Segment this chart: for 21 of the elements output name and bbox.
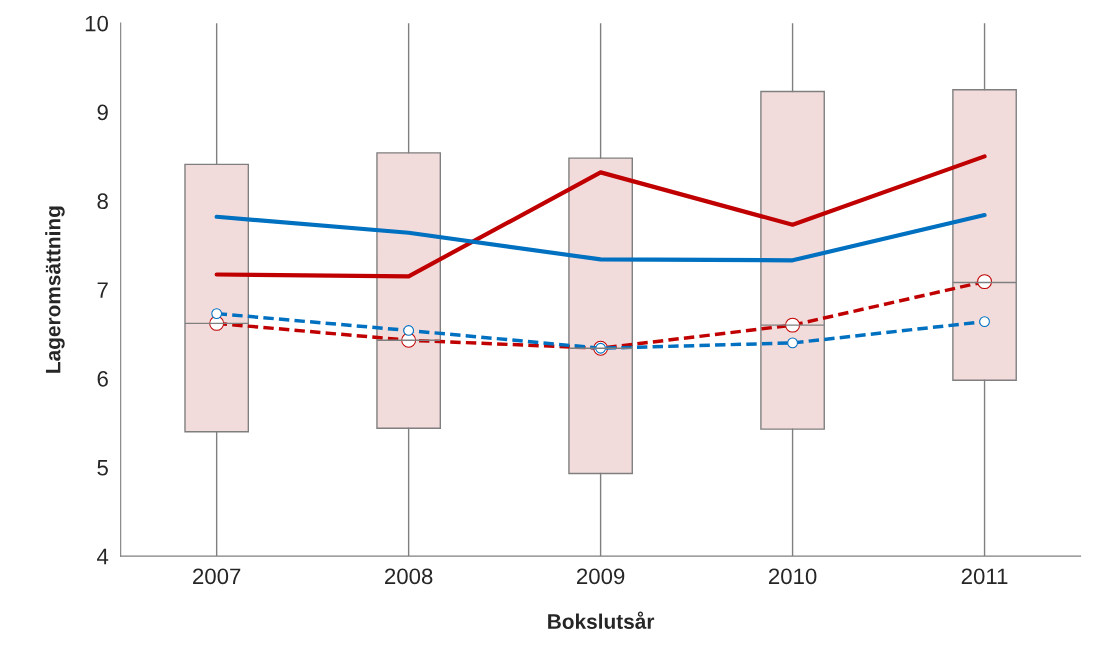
x-tick-label: 2011 bbox=[961, 568, 1008, 585]
point bbox=[977, 274, 993, 290]
y-tick-label: 5 bbox=[97, 460, 108, 476]
y-tick-label: 4 bbox=[97, 548, 109, 565]
line-series bbox=[214, 212, 987, 263]
x-tick-label: 2007 bbox=[193, 568, 241, 585]
point bbox=[211, 308, 223, 319]
x-axis-title: Bokslutsår bbox=[548, 611, 655, 629]
y-axis-title: Lageromsättning bbox=[45, 206, 65, 373]
y-tick-label: 6 bbox=[97, 370, 108, 387]
point bbox=[787, 337, 798, 349]
x-tick-label: 2009 bbox=[577, 568, 625, 585]
y-tick-label: 9 bbox=[97, 104, 108, 121]
line-series bbox=[214, 154, 987, 279]
point bbox=[403, 325, 415, 336]
x-tick-label: 2008 bbox=[385, 568, 433, 585]
y-tick-label: 7 bbox=[97, 282, 108, 298]
y-tick-label: 8 bbox=[97, 193, 108, 210]
x-tick-label: 2010 bbox=[768, 568, 817, 585]
point bbox=[979, 316, 990, 327]
y-tick-label: 10 bbox=[85, 15, 108, 32]
